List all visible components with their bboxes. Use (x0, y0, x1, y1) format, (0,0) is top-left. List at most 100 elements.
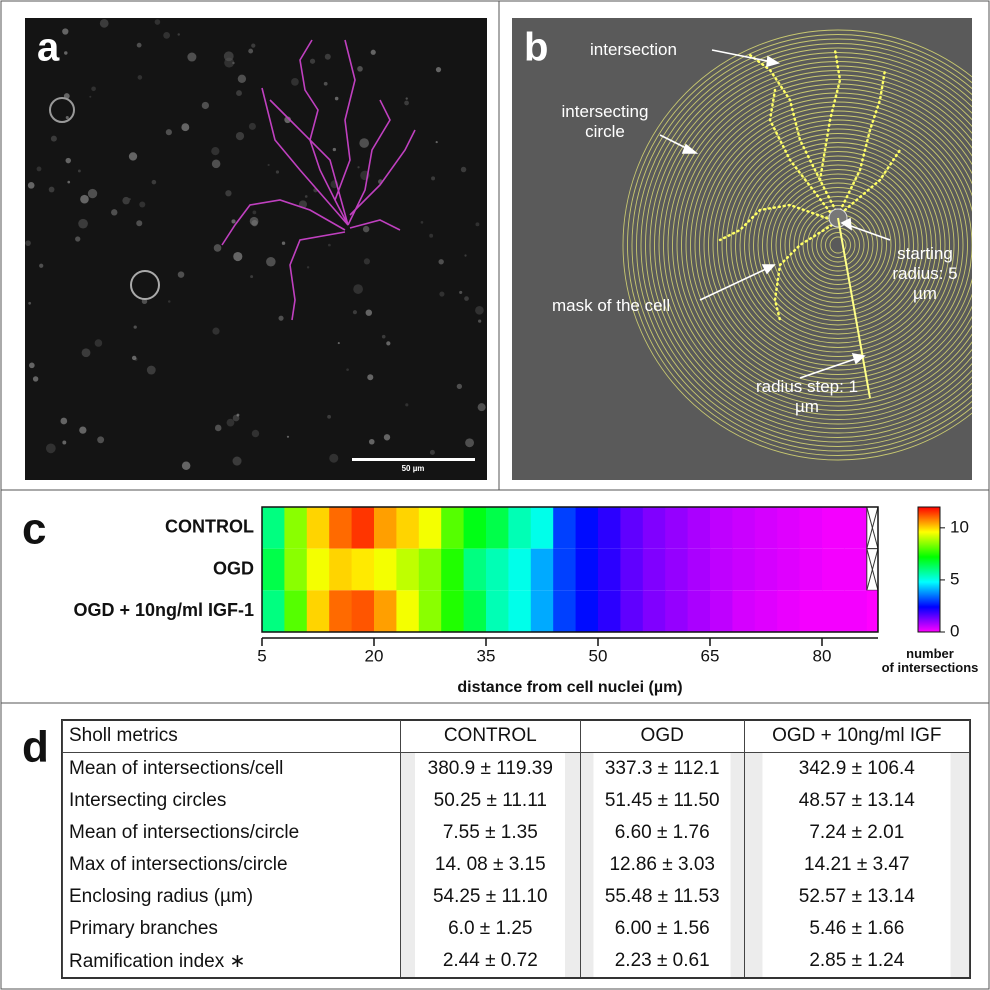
cell-blob (329, 454, 338, 463)
cell-blob (404, 101, 409, 106)
cell-blob (212, 160, 221, 169)
table-cell: 2.44 ± 0.72 (400, 945, 580, 977)
cell-blob (421, 221, 424, 224)
heat-cell (352, 590, 375, 632)
heat-cell (688, 549, 711, 591)
cell-blob (62, 28, 68, 34)
cell-blob (464, 296, 469, 301)
x-tick-label: 80 (813, 646, 832, 665)
x-tick-label: 65 (701, 646, 720, 665)
cell-blob (249, 123, 256, 130)
heat-cell (531, 549, 554, 591)
cell-blob (178, 271, 185, 278)
heat-cell (777, 590, 800, 632)
heat-cell (598, 549, 621, 591)
cell-blob (353, 284, 363, 294)
annotation: mask of the cell (552, 296, 670, 316)
cell-blob (276, 170, 279, 173)
table-cell: CONTROL (400, 720, 580, 753)
colorbar-tick-label: 0 (950, 621, 959, 640)
cell-blob (46, 443, 56, 453)
heat-cell (755, 590, 778, 632)
colorbar-tick-label: 10 (950, 517, 969, 536)
cell-blob (60, 418, 67, 425)
heat-cell (284, 507, 307, 549)
heat-cell (710, 507, 733, 549)
label-line: of intersections (882, 660, 979, 675)
heat-cell (441, 590, 464, 632)
cell-blob (291, 78, 299, 86)
cell-blob (78, 170, 81, 173)
heat-cell (464, 549, 487, 591)
row-label: CONTROL (165, 517, 254, 537)
heat-cell (620, 549, 643, 591)
cell-blob (224, 51, 234, 61)
heat-cell (688, 590, 711, 632)
heat-cell (576, 549, 599, 591)
cell-blob (282, 242, 285, 245)
cell-blob (251, 220, 257, 226)
x-tick-label: 35 (477, 646, 496, 665)
table-cell: 7.55 ± 1.35 (400, 817, 580, 849)
heat-cell (486, 590, 509, 632)
cell-blob (464, 254, 466, 256)
cell-blob (211, 147, 219, 155)
cell-blob (268, 164, 270, 166)
heat-cell (867, 590, 879, 632)
heat-cell (822, 507, 845, 549)
cell-blob (252, 211, 256, 215)
cell-blob (187, 53, 196, 62)
heat-cell (419, 549, 442, 591)
cell-blob (335, 97, 339, 101)
table-cell: Intersecting circles (63, 785, 401, 817)
heat-cell (307, 549, 330, 591)
heat-cell (464, 507, 487, 549)
table-cell: 51.45 ± 11.50 (580, 785, 744, 817)
cell-blob (369, 439, 375, 445)
label-line: number (906, 646, 954, 661)
heat-cell (419, 507, 442, 549)
cell-blob (75, 236, 80, 241)
annotation: starting radius: 5 µm (885, 244, 965, 304)
table-cell: 6.0 ± 1.25 (400, 913, 580, 945)
table-cell: Mean of intersections/cell (63, 753, 401, 786)
heat-cell (531, 590, 554, 632)
cell-blob (29, 363, 35, 369)
table-cell: OGD + 10ng/ml IGF (744, 720, 969, 753)
cell-blob (181, 123, 189, 131)
scale-bar (352, 458, 475, 461)
cell-blob (91, 86, 96, 91)
table-cell: 342.9 ± 106.4 (744, 753, 969, 786)
cell-blob (333, 148, 336, 151)
heat-cell (262, 507, 285, 549)
heat-cell (710, 590, 733, 632)
heat-cell (665, 507, 688, 549)
cell-blob (163, 32, 170, 39)
heat-cell (576, 590, 599, 632)
cell-blob (166, 129, 172, 135)
heat-cell (396, 549, 419, 591)
cell-blob (227, 419, 235, 427)
cell-blob (366, 309, 372, 315)
table-cell: 380.9 ± 119.39 (400, 753, 580, 786)
row-label: OGD + 10ng/ml IGF-1 (73, 600, 254, 620)
cell-blob (80, 195, 89, 204)
heat-cell (531, 507, 554, 549)
heat-cell (329, 590, 352, 632)
cell-blob (129, 198, 131, 200)
colorbar (918, 507, 940, 632)
cell-blob (232, 457, 241, 466)
cell-blob (25, 240, 31, 246)
table-cell: OGD (580, 720, 744, 753)
cell-blob (215, 425, 222, 432)
table-cell: Enclosing radius (µm) (63, 881, 401, 913)
cell-blob (405, 403, 408, 406)
cell-blob (266, 257, 276, 267)
table-row: Ramification index ∗2.44 ± 0.722.23 ± 0.… (63, 945, 970, 977)
cell-blob (364, 258, 370, 264)
cell-blob (436, 67, 441, 72)
cell-blob (237, 414, 240, 417)
panel-label: b (524, 26, 548, 70)
table-cell: 2.23 ± 0.61 (580, 945, 744, 977)
